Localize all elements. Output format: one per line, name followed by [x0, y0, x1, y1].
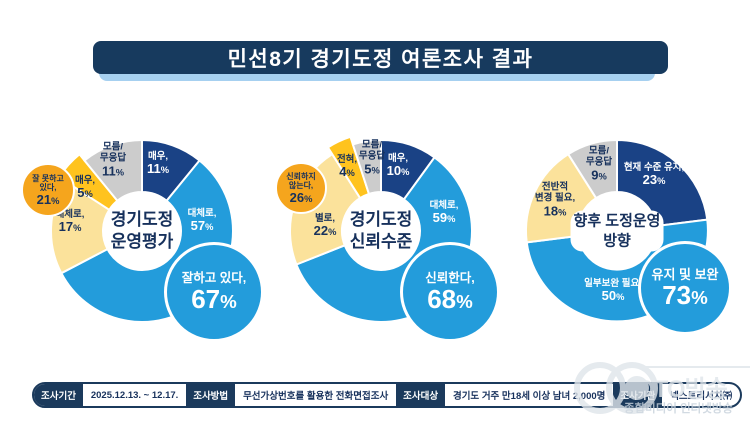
chart-center-title-trust-level: 경기도정 신뢰수준 — [346, 207, 416, 255]
info-value-3: 넥스트리서치㈜ — [670, 391, 733, 402]
percent-sign: % — [160, 165, 170, 176]
info-label-2: 조사대상 — [396, 384, 446, 406]
segment-label-dont-know: 모름/무응답 11% — [99, 141, 127, 179]
segment-label-overall-change: 전반적 변경 필요, 18% — [534, 181, 576, 219]
info-label-3: 조사기관 — [613, 384, 663, 406]
percent-sign: % — [84, 189, 93, 200]
percent-sign: % — [691, 287, 708, 309]
percent-sign: % — [205, 222, 214, 233]
segment-label-somewhat-trust: 대체로, 59% — [429, 200, 459, 226]
survey-info-bar: 조사기간 2025.12.13. ~ 12.17. 조사방법 무선가상번호를 활용한 … — [32, 382, 742, 408]
percent-sign: % — [558, 207, 567, 218]
segment-label-dont-know: 모름/무응답 9% — [585, 145, 613, 183]
info-label-0: 조사기간 — [34, 384, 83, 406]
info-value-1: 무선가상번호를 활용한 전화면접조사 — [243, 391, 389, 402]
percent-sign: % — [220, 291, 237, 313]
percent-sign: % — [371, 165, 380, 176]
callout-negative-total-trust-level: 신뢰하지 않는다, 26% — [275, 162, 327, 214]
percent-sign: % — [304, 193, 313, 204]
callout-positive-total-trust-level: 신뢰한다, 68% — [400, 242, 500, 342]
callout-negative-total-operation-evaluation: 잘 못하고 있다, 21% — [21, 163, 75, 217]
segment-label-somewhat-negative: 대체로, 17% — [55, 209, 85, 235]
segment-label-not-really: 별로, 22% — [313, 213, 337, 239]
segment-label-maintain-current: 현재 수준 유지, 23% — [623, 162, 685, 188]
chart-center-title-future-direction: 향후 도정운영 방향 — [570, 210, 664, 252]
percent-sign: % — [346, 168, 355, 179]
percent-sign: % — [73, 223, 82, 234]
segment-label-very-positive: 매우, 11% — [146, 151, 170, 177]
segment-label-very-trust: 매우, 10% — [386, 153, 410, 179]
percent-sign: % — [616, 292, 625, 303]
segment-label-not-at-all: 전혀, 4% — [336, 154, 358, 180]
segment-label-partial-improvement: 일부보완 필요, 50% — [584, 278, 642, 304]
segment-label-dont-know: 모름/무응답 5% — [358, 139, 386, 177]
percent-sign: % — [115, 167, 125, 178]
segment-dont-know — [351, 138, 382, 196]
percent-sign: % — [401, 167, 410, 178]
callout-positive-total-future-direction: 유지 및 보완 73% — [638, 241, 732, 335]
segment-dont-know — [566, 138, 618, 200]
percent-sign: % — [328, 227, 337, 238]
title-band: 민선8기 경기도정 여론조사 결과 — [93, 41, 668, 74]
chart-center-title-operation-evaluation: 경기도정 운영평가 — [107, 207, 177, 255]
segment-label-somewhat-positive: 대체로, 57% — [187, 208, 217, 234]
segment-dont-know — [83, 138, 143, 203]
page-title: 민선8기 경기도정 여론조사 결과 — [227, 47, 534, 71]
segment-maintain-current — [616, 138, 709, 228]
percent-sign: % — [657, 176, 666, 187]
info-value-0: 2025.12.13. ~ 12.17. — [90, 389, 179, 401]
percent-sign: % — [456, 291, 473, 313]
percent-sign: % — [598, 171, 607, 182]
segment-label-very-negative: 매우, 5% — [74, 175, 96, 201]
info-value-2: 경기도 거주 만18세 이상 남녀 2,000명 — [452, 391, 606, 402]
info-label-1: 조사방법 — [186, 384, 236, 406]
percent-sign: % — [447, 214, 456, 225]
callout-positive-total-operation-evaluation: 잘하고 있다, 67% — [164, 242, 264, 342]
percent-sign: % — [51, 195, 60, 206]
